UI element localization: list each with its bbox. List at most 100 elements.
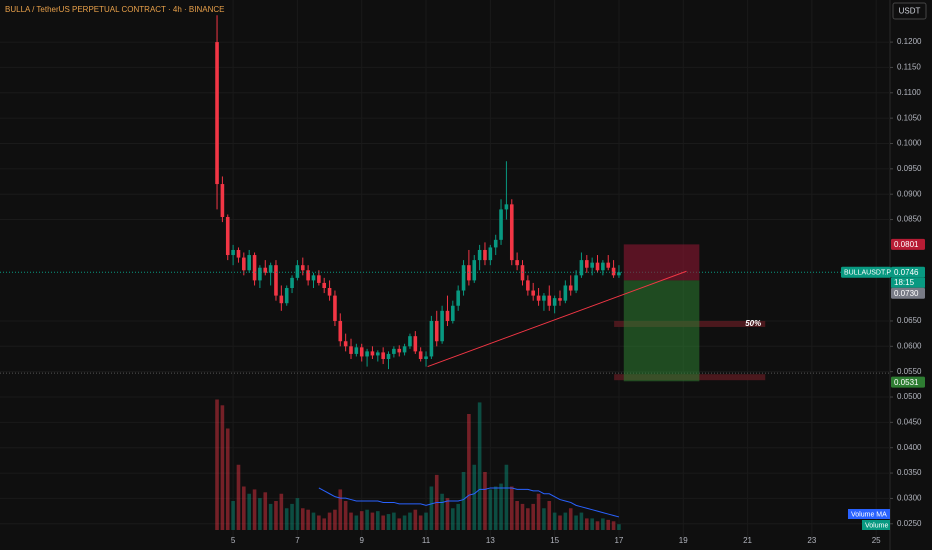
candle-body [617,272,621,276]
volume-badge: Volume [865,522,888,529]
x-tick-label: 11 [422,536,431,545]
volume-bar [590,518,594,530]
last-price-badge-bg [891,266,925,278]
volume-bar [568,508,573,530]
stop-badge: 0.0801 [894,240,919,249]
candle-body [467,265,471,281]
volume-bar [279,493,284,530]
volume-bar [381,515,385,530]
volume-bar [397,518,402,530]
chart-title: BULLA / TetherUS PERPETUAL CONTRACT · 4h… [5,5,224,14]
currency-label[interactable]: USDT [899,7,921,16]
volume-ma-badge: Volume MA [851,511,887,518]
volume-bar [536,493,541,530]
candle-body [359,347,364,357]
candle-body [606,262,611,268]
volume-bar [408,512,412,530]
candle-body [424,356,428,359]
volume-bar [225,428,230,530]
volume-bar [343,501,348,530]
volume-bar [375,511,380,530]
candle-body [520,265,525,281]
candle-body [595,262,600,271]
candle-body [611,267,616,276]
volume-bar [424,512,428,530]
candle-body [574,275,578,291]
volume-bar [477,402,482,530]
candle-body [568,285,573,291]
candle-body [563,285,568,301]
y-tick-label: 0.0450 [897,417,922,426]
candle-body [542,295,546,301]
candle-body [242,257,246,271]
candle-body [252,255,257,281]
volume-bar [601,518,605,530]
candle-body [472,260,477,281]
volume-bar [558,515,562,530]
target-badge: 0.0531 [894,378,919,387]
candle-body [552,298,557,306]
volume-bar [365,509,369,530]
volume-bar [349,512,353,530]
candle-body [306,270,310,281]
y-tick-label: 0.0900 [897,189,922,198]
candle-body [274,265,278,296]
volume-bar [617,524,621,530]
volume-bar [451,508,455,530]
candle-body [311,275,316,281]
volume-bar [606,519,611,530]
volume-bar [552,512,557,530]
candle-body [456,290,460,306]
candle-body [225,217,230,256]
candle-body [601,262,605,271]
candle-body [333,295,337,321]
candle-body [584,260,589,268]
candle-body [354,347,359,354]
volume-bar [574,515,578,530]
candle-body [461,265,466,291]
volume-bar [295,498,300,530]
currency-button[interactable] [892,2,927,20]
volume-bar [509,486,514,530]
candle-body [236,249,241,258]
stop-badge-bg [891,238,925,250]
volume-bar [402,515,407,530]
y-tick-label: 0.0650 [897,316,922,325]
volume-bar [311,512,316,530]
x-tick-label: 13 [486,536,495,545]
y-tick-label: 0.0500 [897,392,922,401]
candle-body [290,277,294,288]
volume-bar [515,501,519,530]
last-price-badge: 0.0746 [894,268,919,277]
candle-body [493,239,498,248]
trend-line [427,270,687,368]
y-tick-label: 0.0850 [897,215,922,224]
candle-body [483,249,487,261]
candle-body [300,265,305,271]
candle-body [547,295,552,306]
candle-body [504,204,509,210]
candle-body [231,249,235,256]
volume-bar [215,399,219,530]
y-tick-label: 0.0550 [897,367,922,376]
volume-bar [440,493,444,530]
candle-body [279,295,284,304]
x-tick-label: 15 [550,536,559,545]
volume-bar [327,512,332,530]
candle-body [263,267,268,273]
volume-bar [322,518,327,530]
x-tick-label: 9 [359,536,364,545]
y-tick-label: 0.0400 [897,443,922,452]
candle-body [295,265,300,278]
volume-bar [504,464,509,530]
volume-bar [456,503,460,530]
candle-body [515,260,519,266]
candle-body [451,305,455,321]
volume-bar [526,508,530,530]
candle-body [526,280,530,291]
y-tick-label: 0.1050 [897,113,922,122]
